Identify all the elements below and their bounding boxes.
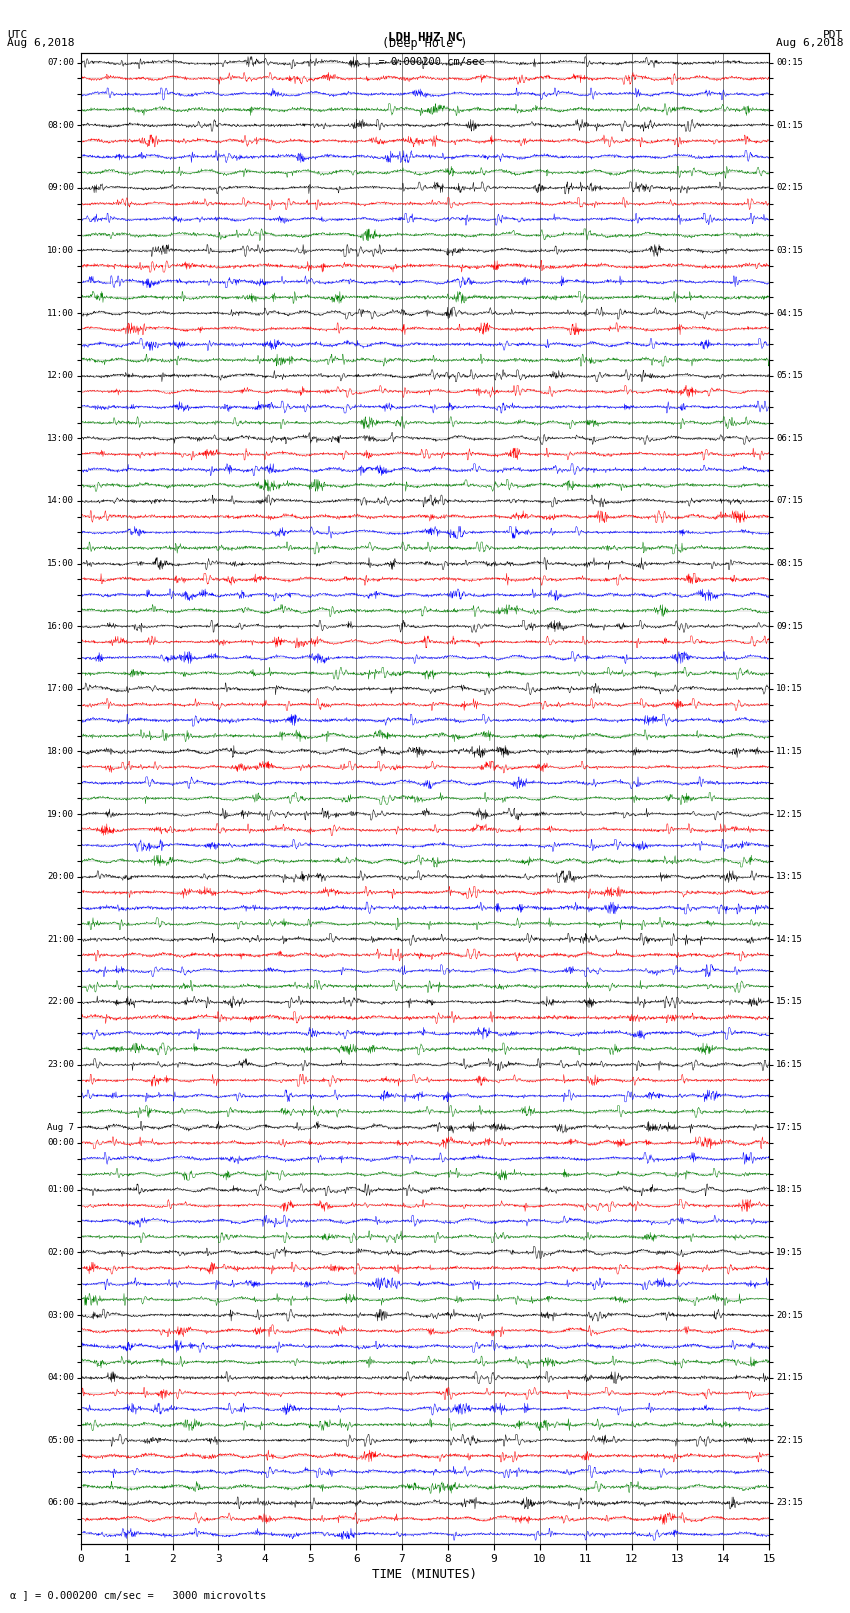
X-axis label: TIME (MINUTES): TIME (MINUTES): [372, 1568, 478, 1581]
Text: LDH HHZ NC: LDH HHZ NC: [388, 31, 462, 44]
Text: PDT: PDT: [823, 31, 843, 40]
Text: Aug 6,2018: Aug 6,2018: [776, 39, 843, 48]
Text: UTC: UTC: [7, 31, 27, 40]
Text: Aug 6,2018: Aug 6,2018: [7, 39, 74, 48]
Text: (Deep Hole ): (Deep Hole ): [382, 37, 468, 50]
Text: | = 0.000200 cm/sec: | = 0.000200 cm/sec: [366, 56, 484, 68]
Text: α ] = 0.000200 cm/sec =   3000 microvolts: α ] = 0.000200 cm/sec = 3000 microvolts: [10, 1590, 266, 1600]
